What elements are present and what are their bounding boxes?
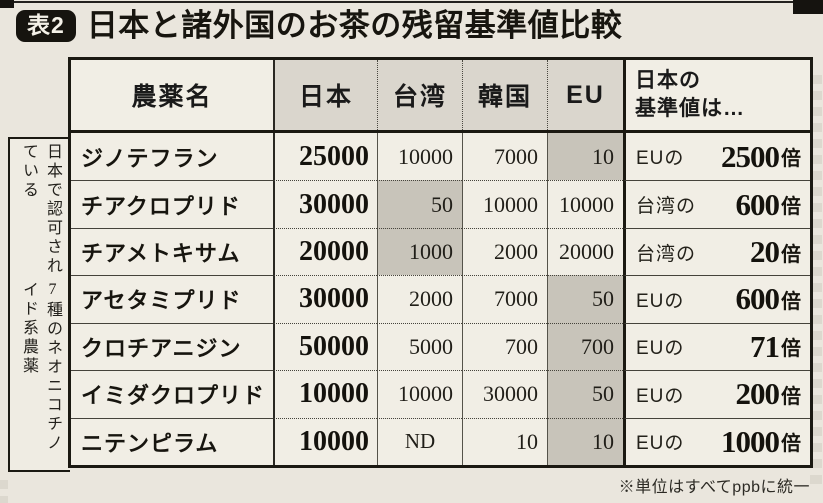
eu-value-cell: 10	[547, 133, 623, 181]
japan-ratio-cell: EUの 200 倍	[623, 370, 810, 418]
ratio-multiplier-value: 2500	[721, 138, 780, 174]
taiwan-value-cell: 10000	[377, 133, 462, 181]
japan-value-cell: 50000	[273, 322, 377, 371]
eu-value-cell: 50	[547, 275, 623, 323]
eu-value-cell: 10	[547, 417, 623, 465]
japan-ratio-cell: EUの 71 倍	[623, 322, 810, 371]
japan-ratio-cell: EUの 600 倍	[623, 275, 810, 323]
header-eu: EU	[547, 60, 623, 130]
table-row: アセタミプリド 30000 2000 7000 50 EUの 600 倍	[71, 275, 810, 323]
header-taiwan: 台湾	[377, 60, 462, 130]
japan-ratio-cell: EUの 1000 倍	[623, 417, 810, 465]
ratio-multiplier-value: 20	[750, 234, 780, 270]
ratio-multiplier-value: 71	[750, 328, 780, 364]
eu-value-cell: 10000	[547, 180, 623, 228]
ratio-country-prefix: EUの	[636, 148, 685, 170]
eu-value-cell: 50	[547, 370, 623, 418]
table-row: チアメトキサム 20000 1000 2000 20000 台湾の 20 倍	[71, 227, 810, 276]
korea-value-cell: 7000	[462, 133, 547, 181]
side-label-line1: 日本で認可されている	[20, 143, 61, 276]
ratio-times-suffix: 倍	[781, 385, 801, 408]
top-rule	[0, 1, 823, 3]
pesticide-name-cell: アセタミプリド	[71, 275, 273, 322]
ratio-country-prefix: EUの	[636, 385, 685, 407]
korea-value-cell: 10	[462, 417, 547, 465]
header-pesticide-name: 農薬名	[131, 83, 213, 111]
ratio-times-suffix: 倍	[781, 433, 801, 456]
pesticide-name-cell: チアメトキサム	[71, 227, 273, 275]
eu-value-cell: 20000	[547, 227, 623, 276]
korea-value-cell: 30000	[462, 370, 547, 418]
table-row: クロチアニジン 50000 5000 700 700 EUの 71 倍	[71, 322, 810, 371]
japan-value-cell: 30000	[273, 180, 377, 228]
korea-value-cell: 7000	[462, 275, 547, 323]
taiwan-value-cell: 50	[377, 180, 462, 228]
japan-ratio-cell: 台湾の 600 倍	[623, 180, 810, 228]
ratio-times-suffix: 倍	[781, 148, 801, 171]
page-title: 日本と諸外国のお茶の残留基準値比較	[86, 8, 623, 43]
japan-ratio-cell: EUの 2500 倍	[623, 133, 810, 181]
page-bleed-left	[0, 480, 8, 503]
taiwan-value-cell: 10000	[377, 370, 462, 418]
table-body: ジノテフラン 25000 10000 7000 10 EUの 2500 倍チアクロプリド 300…	[71, 133, 810, 465]
footnote: ※単位はすべてppbに統一	[618, 479, 810, 496]
ratio-times-suffix: 倍	[781, 338, 801, 361]
table-header-row: 農薬名 日本 台湾 韓国 EU 日本の 基準値は…	[71, 60, 810, 133]
pesticide-name-cell: ジノテフラン	[81, 145, 219, 171]
side-label-line2: 7種のネオニコチノイド系農薬	[20, 280, 61, 453]
scan-corner-mark-right	[793, 0, 823, 14]
japan-value-cell: 20000	[273, 227, 377, 276]
ratio-country-prefix: EUの	[636, 290, 685, 312]
japan-value-cell: 10000	[273, 370, 377, 418]
header-ratio-line2: 基準値は…	[635, 97, 745, 120]
pesticide-name-cell: イミダクロプリド	[71, 370, 273, 417]
ratio-country-prefix: EUの	[636, 338, 685, 360]
ratio-multiplier-value: 600	[735, 186, 780, 222]
residue-comparison-table: 農薬名 日本 台湾 韓国 EU 日本の 基準値は… ジノテフラン 25000 100…	[68, 57, 813, 468]
pesticide-name-cell: チアクロプリド	[71, 180, 273, 227]
header-japan-ratio: 日本の 基準値は…	[623, 60, 810, 130]
korea-value-cell: 10000	[462, 180, 547, 228]
japan-value-cell: 30000	[273, 275, 377, 323]
side-label-vertical-text: 日本で認可されている 7種のネオニコチノイド系農薬	[16, 139, 64, 470]
header-ratio-line1: 日本の	[635, 68, 701, 92]
ratio-times-suffix: 倍	[781, 196, 801, 219]
taiwan-value-cell: 1000	[377, 227, 462, 276]
pesticide-name-cell: クロチアニジン	[71, 322, 273, 370]
ratio-times-suffix: 倍	[781, 243, 801, 266]
japan-ratio-cell: 台湾の 20 倍	[623, 227, 810, 276]
korea-value-cell: 2000	[462, 227, 547, 276]
ratio-country-prefix: EUの	[636, 433, 685, 455]
ratio-multiplier-value: 600	[735, 281, 780, 317]
ratio-country-prefix: 台湾の	[636, 196, 697, 218]
ratio-times-suffix: 倍	[781, 290, 801, 313]
taiwan-value-cell: 2000	[377, 275, 462, 323]
scan-corner-mark-left	[0, 0, 14, 8]
ratio-country-prefix: 台湾の	[636, 243, 697, 265]
header-korea: 韓国	[462, 60, 547, 130]
pesticide-name-cell: ニテンピラム	[71, 417, 273, 465]
header-japan: 日本	[273, 60, 377, 130]
taiwan-value-cell: ND	[377, 417, 462, 465]
ratio-multiplier-value: 1000	[721, 423, 780, 459]
taiwan-value-cell: 5000	[377, 322, 462, 371]
title-bar: 表2 日本と諸外国のお茶の残留基準値比較	[16, 8, 623, 43]
japan-value-cell: 10000	[273, 417, 377, 465]
table-number-badge: 表2	[16, 10, 76, 43]
korea-value-cell: 700	[462, 322, 547, 371]
table-row: ニテンピラム 10000 ND 10 10 EUの 1000 倍	[71, 417, 810, 465]
side-label: 日本で認可されている 7種のネオニコチノイド系農薬	[8, 137, 70, 472]
table-row: ジノテフラン 25000 10000 7000 10 EUの 2500 倍	[71, 133, 810, 181]
ratio-multiplier-value: 200	[735, 376, 780, 412]
table-row: チアクロプリド 30000 50 10000 10000 台湾の 600 倍	[71, 180, 810, 228]
table-row: イミダクロプリド 10000 10000 30000 50 EUの 200 倍	[71, 370, 810, 418]
japan-value-cell: 25000	[273, 133, 377, 181]
eu-value-cell: 700	[547, 322, 623, 371]
